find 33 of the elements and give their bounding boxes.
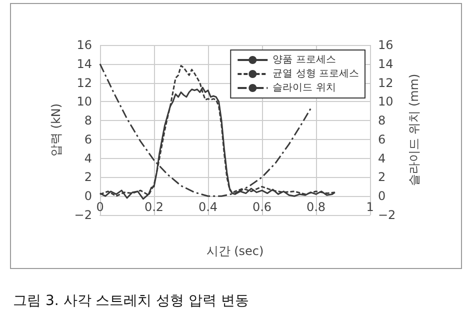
y2-tick-label: 2 <box>378 170 386 184</box>
y2-tick-label: 16 <box>378 38 394 52</box>
y2-axis-title: 슬라이드 위치 (mm) <box>407 74 421 186</box>
y2-tick-label: 4 <box>378 151 386 166</box>
y-tick-label: 8 <box>84 114 92 128</box>
legend-label: 균열 성형 프로세스 <box>272 68 359 80</box>
x-tick-label: 0 <box>96 200 104 214</box>
y-tick-label: −2 <box>74 208 92 222</box>
y-tick-label: 10 <box>76 94 92 109</box>
legend-label: 슬라이드 위치 <box>272 82 336 94</box>
y2-tick-label: 6 <box>378 132 386 146</box>
x-tick-label: 1 <box>366 200 374 214</box>
x-axis-title: 시간 (sec) <box>206 244 264 258</box>
y-axis-title: 압력 (kN) <box>49 103 63 157</box>
x-tick-label: 0.4 <box>198 200 218 214</box>
y2-tick-label: 10 <box>378 94 394 109</box>
y-tick-label: 4 <box>84 151 92 166</box>
y2-tick-label: 12 <box>378 76 394 90</box>
x-tick-label: 0.8 <box>306 200 326 214</box>
y-tick-label: 12 <box>76 76 92 90</box>
y2-tick-label: 0 <box>378 189 386 204</box>
x-tick-label: 0.6 <box>252 200 272 214</box>
y2-tick-label: −2 <box>378 208 396 222</box>
y-tick-label: 2 <box>84 170 92 184</box>
y-tick-label: 0 <box>84 189 92 204</box>
text: 그림 3. 사각 스트레치 성형 압력 변동 <box>13 293 250 309</box>
y-tick-label: 16 <box>76 38 92 52</box>
y2-tick-label: 14 <box>378 56 394 71</box>
legend-label: 양품 프로세스 <box>272 54 336 66</box>
y-tick-label: 6 <box>84 132 92 146</box>
y2-tick-label: 8 <box>378 114 386 128</box>
y-tick-label: 14 <box>76 56 92 71</box>
x-tick-label: 0.2 <box>144 200 164 214</box>
